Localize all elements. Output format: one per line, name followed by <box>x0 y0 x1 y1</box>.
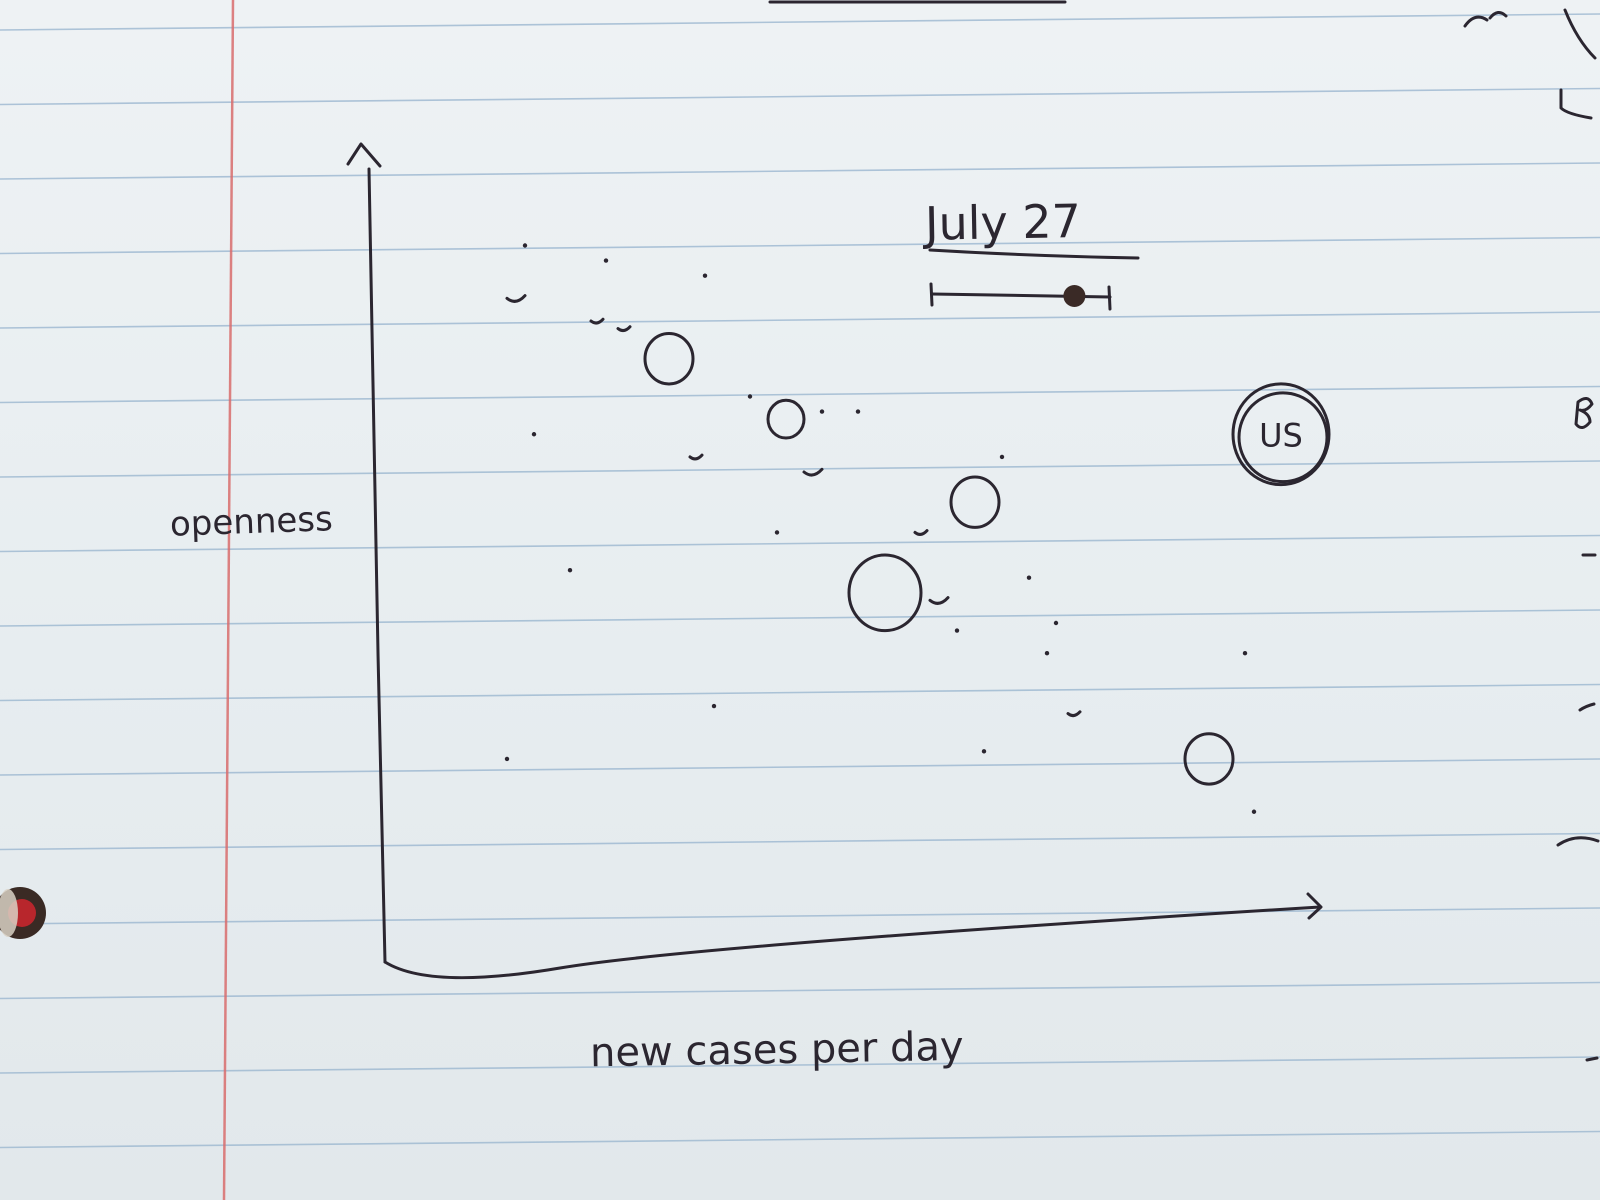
data-point <box>711 703 717 709</box>
data-point <box>1066 710 1082 718</box>
data-point <box>505 294 527 303</box>
ruled-line <box>0 1130 1600 1149</box>
data-point <box>855 409 861 414</box>
slider-start-tick <box>929 282 934 307</box>
slider-thumb[interactable] <box>1063 285 1086 307</box>
ruled-line <box>0 758 1600 776</box>
x-axis-line <box>383 905 1322 980</box>
data-point <box>589 317 605 325</box>
data-point <box>954 628 960 633</box>
ruled-line <box>0 311 1600 329</box>
y-axis-line <box>367 167 387 964</box>
chart-title: July 27 <box>922 194 1082 251</box>
title-underline <box>928 248 1140 260</box>
data-point <box>928 596 950 605</box>
data-point <box>643 332 695 386</box>
data-point <box>567 567 573 573</box>
data-point <box>802 467 824 477</box>
data-points: US <box>504 243 1331 814</box>
data-point <box>819 409 825 414</box>
data-point <box>774 530 780 535</box>
data-point <box>949 475 1001 529</box>
data-point <box>766 398 806 440</box>
x-axis-arrowhead <box>1306 892 1323 920</box>
data-point <box>1183 732 1235 786</box>
data-point <box>688 453 704 461</box>
ruled-line <box>0 87 1600 106</box>
ruled-line <box>0 460 1600 478</box>
y-axis-arrowhead <box>346 142 382 168</box>
data-point <box>616 325 632 333</box>
slider-end-tick <box>1107 285 1112 311</box>
ruled-line <box>0 981 1600 1000</box>
data-point <box>504 756 510 762</box>
timeline-slider[interactable] <box>929 282 1112 311</box>
margin-line <box>222 0 235 1200</box>
data-point <box>1053 620 1059 626</box>
ruled-line <box>0 1056 1600 1074</box>
data-point <box>1044 651 1050 656</box>
data-point <box>747 394 753 399</box>
ruled-line <box>0 385 1600 404</box>
ruled-line <box>0 832 1600 851</box>
data-point <box>702 273 708 278</box>
data-point <box>1242 651 1248 656</box>
data-point <box>1251 809 1257 814</box>
ruled-line <box>0 236 1600 255</box>
ruled-line <box>0 162 1600 180</box>
ruled-line <box>0 683 1600 702</box>
binder-hole <box>0 887 46 939</box>
data-point <box>847 553 923 633</box>
ruled-line <box>0 534 1600 553</box>
data-point-us <box>1231 382 1331 487</box>
y-axis-label: openness <box>169 499 333 545</box>
data-point <box>999 454 1005 460</box>
data-point <box>913 529 929 536</box>
data-point <box>531 432 537 437</box>
ruled-lines <box>0 13 1600 1149</box>
ruled-line <box>0 907 1600 925</box>
page-edge-scribbles <box>1463 8 1600 1062</box>
data-point <box>981 749 987 754</box>
data-point <box>522 243 528 248</box>
data-point-outline <box>1237 391 1329 484</box>
x-axis-label: new cases per day <box>590 1024 964 1077</box>
data-point-label: US <box>1259 416 1303 454</box>
data-point <box>1026 575 1032 580</box>
ruled-line <box>0 609 1600 627</box>
data-point <box>603 258 609 263</box>
ruled-line <box>0 13 1600 31</box>
